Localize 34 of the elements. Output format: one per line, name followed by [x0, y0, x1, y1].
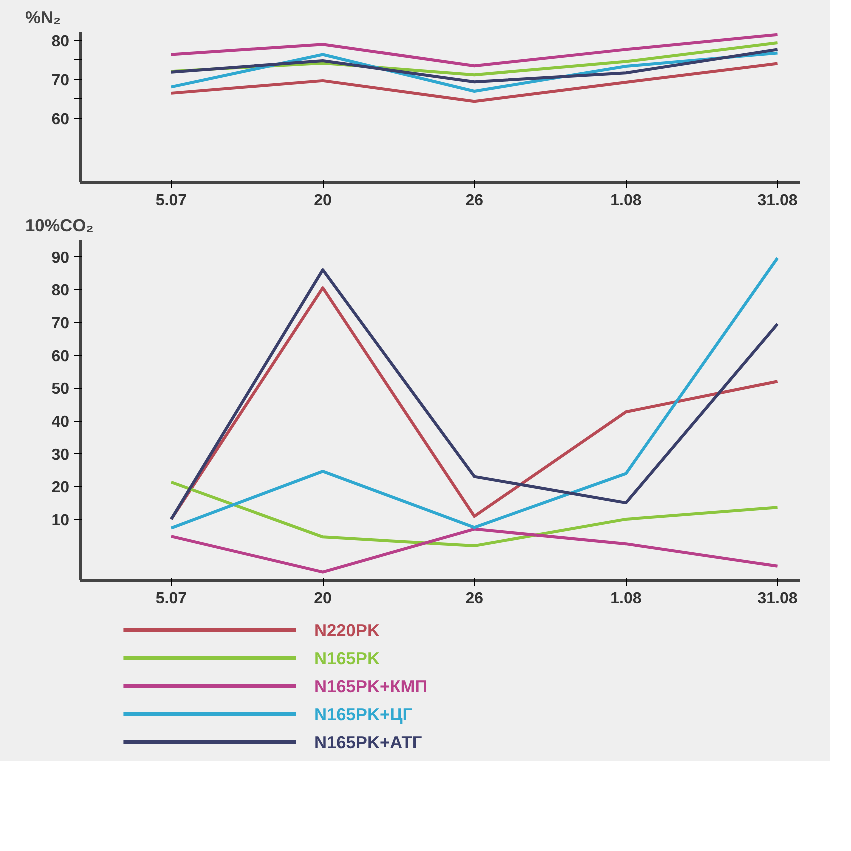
y-tick-label: 10 — [52, 512, 70, 530]
line-series — [170, 62, 780, 104]
text: N165PK+ЦГ — [314, 704, 413, 724]
text: N165PK — [314, 648, 380, 668]
x-tick-label: 20 — [314, 192, 332, 210]
text: N165PK+КМП — [314, 676, 428, 696]
y-tick-label: 90 — [52, 250, 70, 267]
x-tick-label: 31.08 — [758, 192, 798, 210]
x-tick-label: 26 — [466, 590, 484, 608]
line-series — [170, 48, 780, 84]
line-series — [170, 480, 780, 548]
y-axis-title: 10%CO₂ — [26, 216, 94, 236]
text: N165PK+АТГ — [314, 732, 422, 752]
x-tick-label: 5.07 — [156, 590, 188, 608]
line-series — [170, 528, 780, 574]
y-tick-label: 60 — [52, 111, 70, 128]
x-tick-label: 20 — [314, 590, 332, 608]
line-series — [170, 33, 780, 68]
y-tick-label: 80 — [52, 282, 70, 300]
y-tick-label: 60 — [52, 348, 70, 366]
x-tick-label: 1.08 — [610, 192, 642, 210]
x-tick-label: 26 — [466, 192, 484, 210]
x-tick-label: 1.08 — [610, 590, 642, 608]
x-tick-label: 31.08 — [758, 590, 798, 608]
y-tick-label: 20 — [52, 480, 70, 497]
y-tick-label: 30 — [52, 446, 70, 464]
y-tick-label: 70 — [52, 72, 70, 90]
y-tick-label: 70 — [52, 316, 70, 333]
text: N220PK — [314, 620, 380, 640]
x-tick-label: 5.07 — [156, 192, 188, 210]
y-tick-label: 40 — [52, 414, 70, 431]
y-tick-label: 50 — [52, 381, 70, 398]
y-tick-label: 80 — [52, 33, 70, 50]
y-axis-title: %N₂ — [26, 8, 62, 28]
